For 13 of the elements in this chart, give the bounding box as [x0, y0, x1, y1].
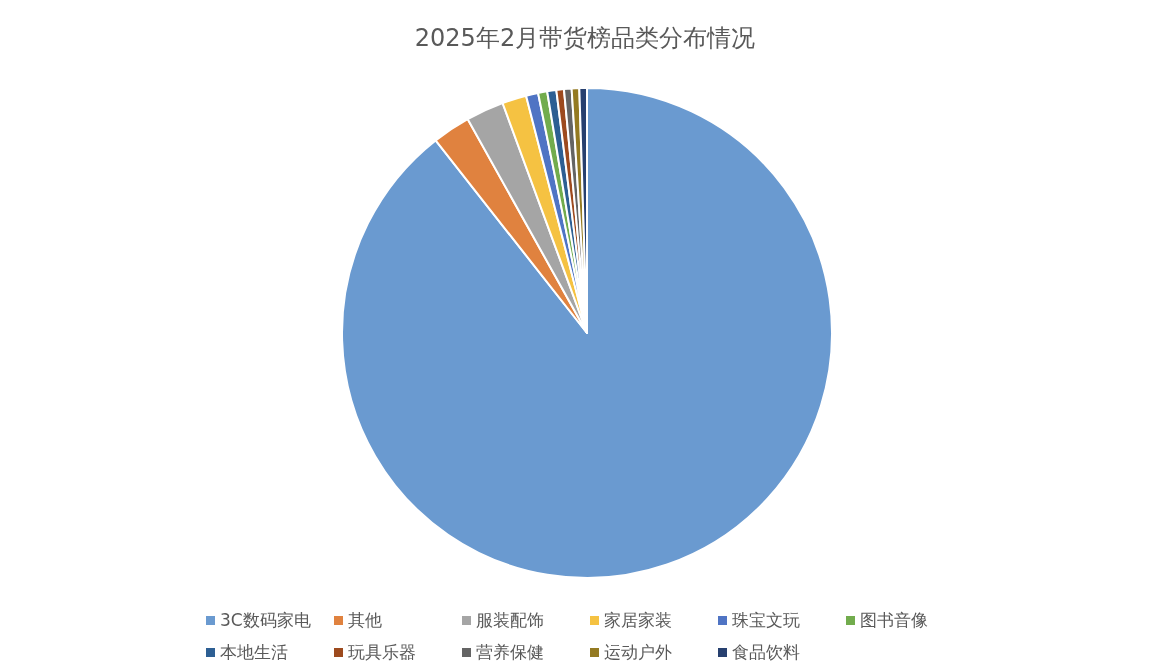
legend-label: 本地生活 [220, 642, 288, 662]
chart-title: 2025年2月带货榜品类分布情况 [414, 24, 756, 52]
legend-label: 珠宝文玩 [732, 610, 800, 630]
legend-label: 营养保健 [476, 642, 544, 662]
legend-label: 3C数码家电 [220, 610, 311, 630]
legend-label: 图书音像 [860, 610, 928, 630]
pie-slice [341, 87, 833, 579]
legend-label: 服装配饰 [476, 610, 544, 630]
legend-label: 其他 [348, 610, 382, 630]
legend-label: 家居家装 [604, 610, 672, 630]
legend-label: 食品饮料 [732, 642, 800, 662]
legend-label: 玩具乐器 [348, 642, 416, 662]
legend-label: 运动户外 [604, 642, 672, 662]
